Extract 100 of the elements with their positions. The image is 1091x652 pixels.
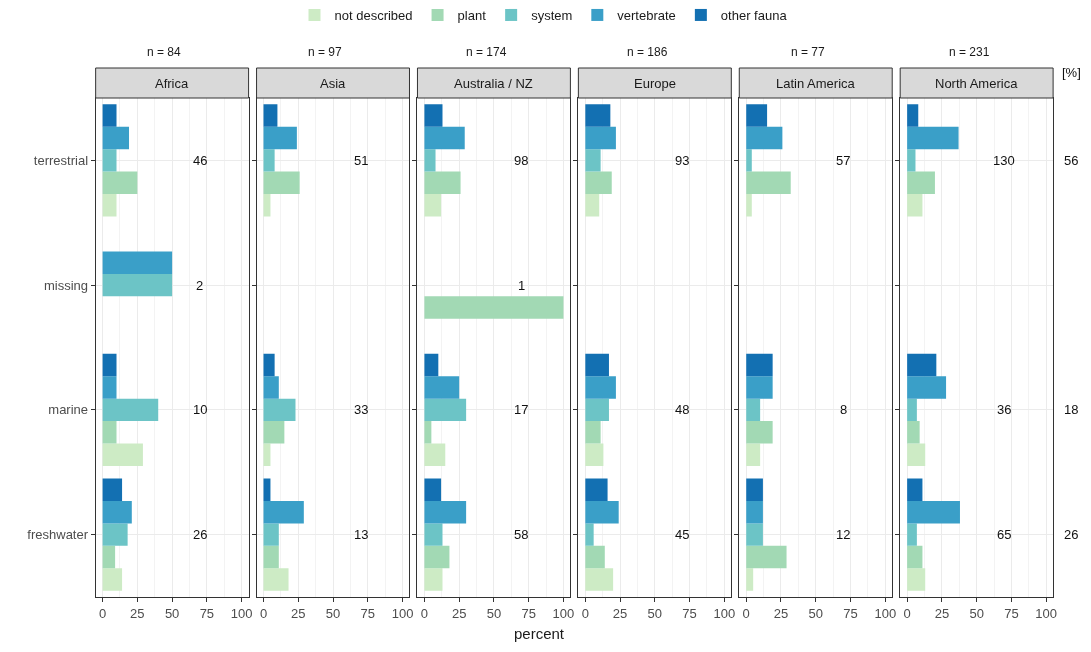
annotation: 2	[196, 278, 204, 293]
annotation: 36	[997, 402, 1012, 417]
bar	[907, 421, 920, 444]
x-tick-label: 75	[521, 605, 536, 621]
bar	[907, 149, 916, 172]
text: 56	[1064, 153, 1079, 168]
bar	[746, 545, 787, 569]
chart-subtitle: n = 174	[466, 45, 507, 59]
bar	[746, 194, 752, 217]
bar	[424, 443, 446, 467]
annotation: 12	[836, 527, 851, 542]
bar	[907, 398, 917, 422]
x-tick-label: 25	[291, 605, 306, 621]
annotation: 8	[840, 402, 848, 417]
annotation: 98	[514, 153, 529, 168]
bar	[102, 545, 116, 569]
bar	[907, 104, 919, 127]
bar	[263, 171, 300, 195]
x-tick-label: 25	[934, 605, 950, 621]
x-tick-label: 100	[874, 605, 897, 621]
bar	[102, 194, 117, 217]
x-tick-label: 0	[420, 605, 429, 621]
bar	[746, 523, 763, 546]
bar	[102, 478, 123, 501]
bar	[424, 478, 442, 501]
x-axis-title: percent	[514, 625, 565, 642]
text: [%]	[1062, 65, 1081, 80]
x-tick-label: 25	[773, 605, 789, 621]
x-tick-label: 50	[647, 605, 663, 621]
bar	[424, 126, 465, 150]
x-tick-label: 75	[199, 605, 215, 621]
bar	[263, 398, 296, 422]
bar	[424, 376, 460, 399]
x-tick-label: 25	[451, 605, 467, 621]
bar	[424, 421, 432, 444]
bar	[102, 398, 159, 422]
bar	[424, 500, 467, 524]
annotation: 13	[354, 527, 369, 542]
bar	[263, 149, 275, 172]
x-tick-label: 75	[682, 605, 697, 621]
bar	[585, 523, 594, 546]
bar	[746, 443, 761, 467]
bar	[585, 376, 616, 399]
bar	[907, 171, 935, 195]
bar	[746, 149, 752, 172]
chart-title: Australia / NZ	[454, 76, 533, 91]
bar	[102, 273, 173, 297]
bar	[907, 353, 937, 377]
bar	[424, 523, 443, 546]
legend-label: not described	[334, 8, 413, 24]
x-tick-label: 25	[612, 605, 628, 621]
legend-label: plant	[457, 8, 487, 24]
y-tick-label: marine	[48, 402, 89, 418]
bar	[102, 126, 130, 150]
bar	[585, 443, 604, 467]
bar	[746, 376, 773, 399]
x-tick-label: 0	[742, 605, 750, 621]
x-tick-label: 100	[552, 605, 575, 621]
bar	[907, 194, 923, 217]
bar	[263, 126, 297, 150]
bar	[907, 545, 923, 569]
bar	[907, 568, 926, 591]
bar	[263, 421, 285, 444]
bar	[424, 545, 450, 569]
x-tick-label: 75	[1004, 605, 1019, 621]
annotation: 130	[993, 153, 1015, 168]
bar	[585, 478, 608, 501]
chart-title: Asia	[320, 76, 347, 91]
annotation: 58	[514, 527, 529, 542]
bar	[907, 500, 960, 524]
text: 18	[1064, 402, 1079, 417]
bar	[102, 500, 132, 524]
bar	[102, 376, 117, 399]
x-tick-label: 100	[1035, 605, 1058, 621]
legend-label: vertebrate	[617, 8, 676, 24]
bar	[424, 568, 443, 591]
bar	[585, 194, 600, 217]
x-tick-label: 0	[581, 605, 589, 621]
bar	[585, 421, 601, 444]
bar	[585, 171, 612, 195]
bar	[424, 398, 467, 422]
x-tick-label: 0	[259, 605, 268, 621]
bar	[102, 171, 138, 195]
text: 26	[1064, 527, 1079, 542]
legend-label: system	[531, 8, 573, 24]
annotation: 1	[518, 278, 526, 293]
bar	[907, 523, 917, 546]
bar	[263, 545, 279, 569]
annotation: 45	[675, 527, 690, 542]
chart-title: Africa	[155, 76, 189, 91]
bar	[102, 353, 117, 377]
x-tick-label: 50	[808, 605, 823, 621]
chart-subtitle: n = 231	[949, 45, 990, 59]
legend-label: other fauna	[720, 8, 788, 24]
bar	[746, 171, 791, 195]
bar	[102, 443, 143, 467]
x-tick-label: 50	[325, 605, 341, 621]
bar	[746, 126, 783, 150]
annotation: 10	[193, 402, 208, 417]
annotation: 26	[193, 527, 208, 542]
